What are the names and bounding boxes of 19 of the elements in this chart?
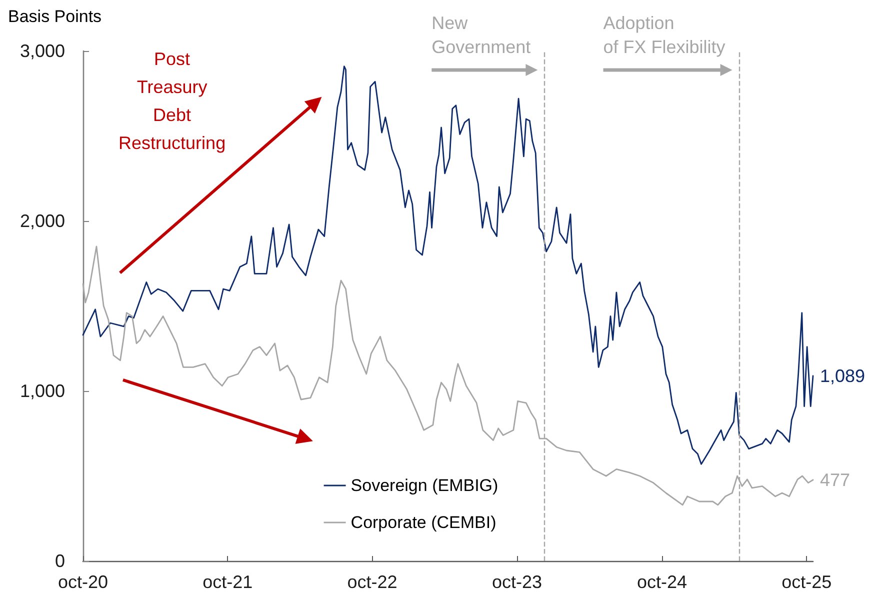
data-label: 477 <box>820 470 850 490</box>
x-tick-label: oct-23 <box>492 572 542 592</box>
y-tick-label: 1,000 <box>20 381 65 401</box>
annotation: Post Treasury Debt Restructuring <box>118 48 226 153</box>
y-tick-label: 0 <box>54 551 65 571</box>
legend-label: Sovereign (EMBIG) <box>350 476 498 495</box>
x-tick-label: oct-22 <box>347 572 398 592</box>
ref-line-label: New Government <box>432 13 531 57</box>
line-series <box>82 66 814 465</box>
y-axis-title: Basis Points <box>8 7 102 26</box>
data-label: 1,089 <box>820 366 866 386</box>
x-tick-label: oct-25 <box>782 572 832 592</box>
x-tick-label: oct-24 <box>636 572 688 592</box>
y-tick-label: 3,000 <box>20 41 65 61</box>
legend-label: Corporate (CEMBI) <box>350 513 496 532</box>
ref-line-label: Adoption of FX Flexibility <box>603 13 726 57</box>
x-tick-label: oct-20 <box>58 572 108 592</box>
y-tick-label: 2,000 <box>20 211 65 231</box>
x-tick-label: oct-21 <box>202 572 253 592</box>
